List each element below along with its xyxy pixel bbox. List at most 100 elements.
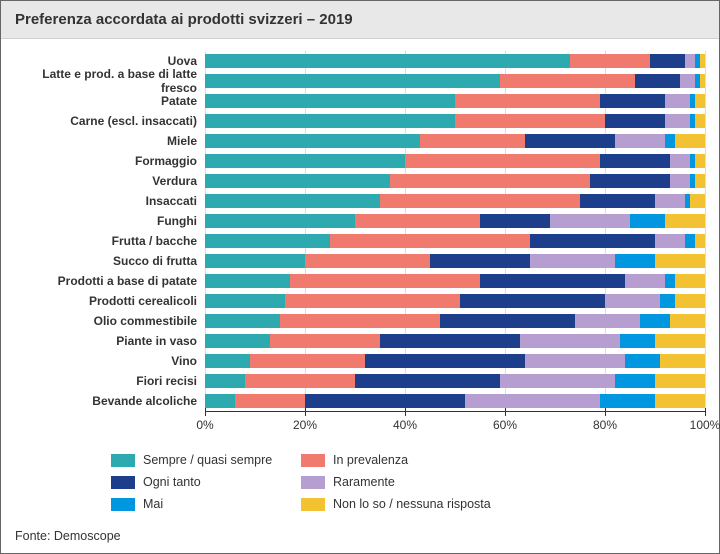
bar-row: Prodotti cerealicoli <box>15 291 705 311</box>
bar-segment <box>590 174 670 188</box>
bar-segment <box>205 74 500 88</box>
source-label: Fonte: Demoscope <box>15 529 121 543</box>
bar-segment <box>500 74 635 88</box>
bar-row: Formaggio <box>15 151 705 171</box>
bar-segment <box>205 254 305 268</box>
category-label: Prodotti cerealicoli <box>15 294 205 308</box>
bar-segment <box>520 334 620 348</box>
bar-segment <box>285 294 460 308</box>
bar-segment <box>405 154 600 168</box>
bar-segment <box>205 234 330 248</box>
category-label: Verdura <box>15 174 205 188</box>
bar-track <box>205 174 705 188</box>
bar-row: Carne (escl. insaccati) <box>15 111 705 131</box>
chart-frame: Preferenza accordata ai prodotti svizzer… <box>0 0 720 554</box>
chart-title: Preferenza accordata ai prodotti svizzer… <box>15 11 705 28</box>
bar-segment <box>625 274 665 288</box>
bar-segment <box>680 74 695 88</box>
bar-segment <box>420 134 525 148</box>
legend-item: Non lo so / nessuna risposta <box>301 493 491 515</box>
bar-segment <box>305 394 465 408</box>
bar-segment <box>655 374 705 388</box>
bar-row: Latte e prod. a base di latte fresco <box>15 71 705 91</box>
bar-track <box>205 394 705 408</box>
bar-row: Funghi <box>15 211 705 231</box>
category-label: Frutta / bacche <box>15 234 205 248</box>
bar-row: Patate <box>15 91 705 111</box>
bar-segment <box>665 94 690 108</box>
bar-segment <box>600 394 655 408</box>
bar-segment <box>695 94 705 108</box>
legend-label: Raramente <box>333 475 395 489</box>
category-label: Prodotti a base di patate <box>15 274 205 288</box>
bar-segment <box>380 334 520 348</box>
bar-segment <box>575 314 640 328</box>
bar-track <box>205 134 705 148</box>
bar-segment <box>660 354 705 368</box>
bar-track <box>205 374 705 388</box>
bar-row: Verdura <box>15 171 705 191</box>
tick-mark <box>605 408 606 416</box>
bar-segment <box>675 294 705 308</box>
bar-segment <box>650 54 685 68</box>
bar-segment <box>205 94 455 108</box>
bar-segment <box>205 54 570 68</box>
tick-label: 20% <box>293 418 317 432</box>
bar-track <box>205 254 705 268</box>
bar-segment <box>455 94 600 108</box>
bar-segment <box>635 74 680 88</box>
bar-segment <box>580 194 655 208</box>
category-label: Piante in vaso <box>15 334 205 348</box>
legend-swatch <box>111 476 135 489</box>
category-label: Fiori recisi <box>15 374 205 388</box>
bar-segment <box>365 354 525 368</box>
bar-segment <box>615 374 655 388</box>
bar-segment <box>670 314 705 328</box>
category-label: Olio commestibile <box>15 314 205 328</box>
bar-row: Succo di frutta <box>15 251 705 271</box>
bar-segment <box>700 54 705 68</box>
tick-mark <box>305 408 306 416</box>
bar-segment <box>695 114 705 128</box>
bar-segment <box>525 354 625 368</box>
tick-label: 80% <box>593 418 617 432</box>
legend-item: Raramente <box>301 471 491 493</box>
axis-track: 0%20%40%60%80%100% <box>205 411 705 435</box>
bar-track <box>205 354 705 368</box>
bar-segment <box>355 374 500 388</box>
category-label: Latte e prod. a base di latte fresco <box>15 67 205 95</box>
legend-swatch <box>301 498 325 511</box>
bar-segment <box>675 134 705 148</box>
bar-segment <box>250 354 365 368</box>
legend-label: In prevalenza <box>333 453 408 467</box>
bar-segment <box>665 134 675 148</box>
bar-track <box>205 214 705 228</box>
bar-segment <box>480 214 550 228</box>
bar-segment <box>605 294 660 308</box>
bar-segment <box>245 374 355 388</box>
bar-segment <box>655 194 685 208</box>
bar-segment <box>665 274 675 288</box>
bar-track <box>205 114 705 128</box>
tick-mark <box>205 408 206 416</box>
bar-segment <box>500 374 615 388</box>
bar-segment <box>205 174 390 188</box>
bar-row: Miele <box>15 131 705 151</box>
bar-segment <box>270 334 380 348</box>
bar-segment <box>380 194 580 208</box>
bar-segment <box>280 314 440 328</box>
bar-segment <box>205 394 235 408</box>
tick-label: 40% <box>393 418 417 432</box>
bar-segment <box>655 334 705 348</box>
bar-row: Vino <box>15 351 705 371</box>
bar-track <box>205 94 705 108</box>
bar-segment <box>695 234 705 248</box>
bar-segment <box>600 94 665 108</box>
bar-segment <box>290 274 480 288</box>
gridline <box>705 51 706 411</box>
bar-segment <box>465 394 600 408</box>
bar-segment <box>600 154 670 168</box>
bar-segment <box>205 154 405 168</box>
bar-segment <box>655 254 705 268</box>
bar-segment <box>625 354 660 368</box>
